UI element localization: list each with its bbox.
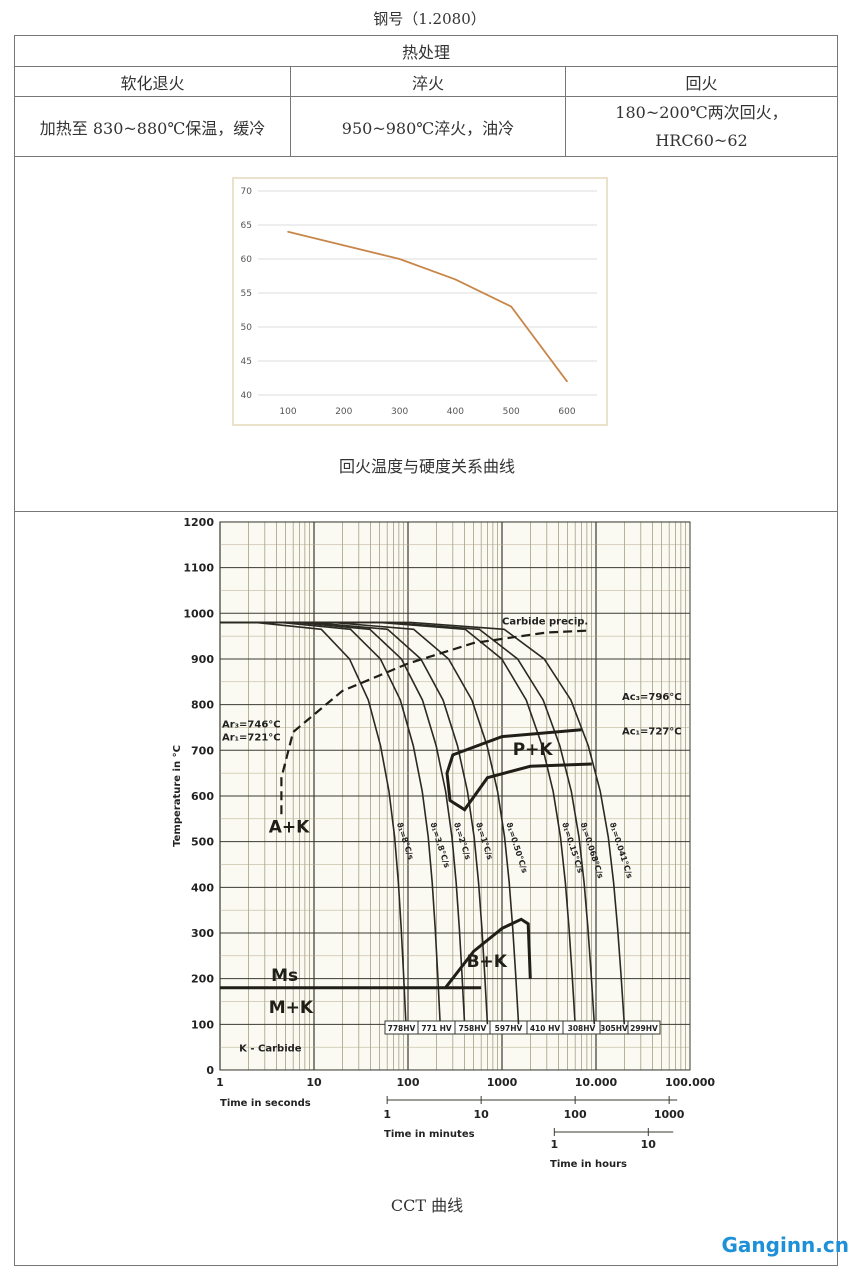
cooling-curve [220, 621, 626, 1025]
data-point [566, 380, 568, 383]
y-tick-label: 100 [191, 1018, 214, 1031]
y-tick-label: 70 [241, 187, 253, 197]
hardness-label: 771 HV [421, 1024, 452, 1033]
chart-frame [232, 177, 608, 426]
hours-axis-label: Time in hours [550, 1159, 627, 1170]
hardness-label: 778HV [388, 1024, 416, 1033]
ar3-label: Ar₃=746°C [222, 719, 281, 730]
cooling-curve [220, 621, 596, 1025]
section-header: 热处理 [14, 35, 838, 67]
minutes-tick-label: 1 [383, 1108, 391, 1121]
y-tick-label: 600 [191, 790, 214, 803]
tempering-line2: HRC60~62 [655, 130, 748, 150]
y-tick-label: 50 [241, 323, 253, 333]
document-title: 钢号（1.2080） [373, 10, 486, 28]
y-tick-label: 65 [241, 221, 252, 231]
ac3-label: Ac₃=796°C [622, 692, 682, 703]
chart-caption: 回火温度与硬度关系曲线 [339, 457, 515, 476]
cct-chart-cell: 0 100 200 300 400 500 600 700 800 900 1000 1100 1200… [14, 511, 838, 1266]
carbide-precip-label: Carbide precip. [502, 617, 588, 628]
minutes-tick-label: 1000 [654, 1108, 685, 1121]
hours-tick-label: 10 [641, 1138, 657, 1151]
data-point [398, 258, 401, 260]
cct-diagram: 0100200300400500600700800900100011001200… [172, 516, 715, 1215]
tempering-value: 180~200℃两次回火， HRC60~62 [565, 96, 838, 157]
hardness-label: 758HV [459, 1024, 487, 1033]
y-tick-label: 45 [241, 357, 252, 367]
hardness-label: 597HV [495, 1024, 523, 1033]
ar1-label: Ar₁=721°C [222, 732, 281, 743]
x-tick-label: 500 [503, 407, 520, 417]
tempering-hardness-chart: 40 45 50 55 60 65 70 100 200 300 400 500 600 回火温度与硬度关… [232, 177, 608, 476]
bk-region [444, 917, 532, 989]
cooling-curve [220, 621, 489, 1025]
y-tick-label: 300 [191, 927, 214, 940]
y-tick-label: 40 [241, 391, 253, 401]
col-header-tempering: 回火 [565, 66, 838, 97]
x-tick-label: 400 [447, 407, 464, 417]
col-header-annealing: 软化退火 [14, 66, 291, 97]
minutes-axis-label: Time in minutes [384, 1129, 475, 1140]
ac1-label: Ac₁=727°C [622, 726, 682, 737]
y-tick-label: 500 [191, 836, 214, 849]
carbide-precip-line [280, 629, 587, 815]
cooling-curve [220, 621, 520, 1025]
x-axis-label: Time in seconds [220, 1098, 311, 1109]
x-tick-label: 10 [306, 1076, 322, 1089]
x-tick-label: 600 [558, 407, 575, 417]
y-tick-label: 1000 [183, 607, 214, 620]
x-tick-label: 300 [391, 407, 408, 417]
ms-label: Ms [271, 966, 298, 986]
data-point [510, 305, 512, 308]
x-tick-label: 1 [216, 1076, 224, 1089]
heat-treatment-table: 热处理 软化退火 淬火 回火 加热至 830~880℃保温，缓冷 950~980… [14, 35, 838, 1266]
x-tick-label: 10.000 [575, 1076, 618, 1089]
hours-tick-label: 1 [550, 1138, 558, 1151]
y-tick-label: 400 [191, 881, 214, 894]
minutes-tick-label: 100 [564, 1108, 587, 1121]
hardness-label: 299HV [630, 1024, 658, 1033]
tempering-line1: 180~200℃两次回火， [615, 102, 788, 122]
cooling-curve [220, 621, 441, 1025]
y-tick-label: 1200 [183, 516, 214, 529]
col-header-quenching: 淬火 [290, 66, 566, 97]
pk-region [445, 728, 592, 812]
minutes-tick-label: 10 [473, 1108, 489, 1121]
y-tick-label: 700 [191, 744, 214, 757]
ak-label: A+K [269, 818, 310, 838]
cooling-curve [220, 621, 407, 1025]
data-point [343, 244, 345, 247]
mk-label: M+K [269, 998, 314, 1018]
hardness-label: 308HV [568, 1024, 596, 1033]
hardness-label: 410 HV [530, 1024, 561, 1033]
pk-label: P+K [513, 740, 554, 760]
watermark: Ganginn.cn [721, 1233, 850, 1257]
data-point [287, 231, 289, 233]
x-tick-label: 1000 [487, 1076, 518, 1089]
y-axis-label: Temperature in °C [172, 745, 183, 847]
tempering-chart-cell: 40 45 50 55 60 65 70 100 200 300 400 500 600 回火温度与硬度关… [14, 156, 838, 512]
y-tick-label: 60 [241, 255, 253, 265]
y-tick-label: 800 [191, 699, 214, 712]
y-tick-label: 1100 [183, 562, 214, 575]
x-tick-label: 100.000 [665, 1076, 715, 1089]
x-tick-label: 100 [279, 407, 296, 417]
y-tick-label: 0 [206, 1064, 214, 1077]
hardness-label: 305HV [600, 1024, 628, 1033]
annealing-value: 加热至 830~880℃保温，缓冷 [14, 96, 291, 157]
cooling-curve [220, 621, 576, 1025]
x-tick-label: 100 [397, 1076, 420, 1089]
cooling-curve [220, 621, 466, 1025]
cct-caption: CCT 曲线 [391, 1196, 463, 1215]
quenching-value: 950~980℃淬火，油冷 [290, 96, 566, 157]
y-tick-label: 55 [241, 289, 252, 299]
x-tick-label: 200 [335, 407, 352, 417]
carbide-note: K - Carbide [239, 1044, 302, 1055]
hardness-box [627, 1020, 661, 1035]
y-tick-label: 900 [191, 653, 214, 666]
hardness-line [287, 230, 568, 382]
y-tick-label: 200 [191, 973, 214, 986]
bk-label: B+K [467, 952, 508, 972]
data-point [454, 278, 457, 281]
